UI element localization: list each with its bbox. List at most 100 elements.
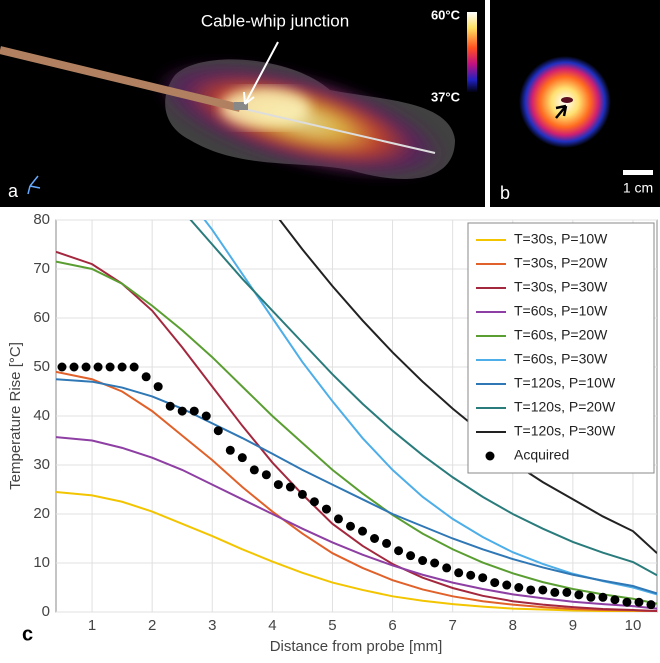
y-tick-label: 10 — [33, 554, 50, 571]
line — [56, 370, 657, 612]
legend-label: T=30s, P=20W — [514, 255, 608, 271]
line — [203, 220, 657, 596]
data-point — [502, 580, 512, 590]
x-tick-label: 8 — [509, 617, 517, 634]
data-point — [538, 585, 548, 595]
data-point — [358, 526, 368, 536]
y-tick-label: 30 — [33, 456, 50, 473]
data-point — [574, 590, 584, 600]
data-point — [321, 504, 331, 514]
x-tick-label: 6 — [388, 617, 396, 634]
colorbar-max: 60°C — [431, 7, 461, 22]
data-point — [586, 592, 596, 602]
colorbar-min: 37°C — [431, 89, 461, 104]
y-tick-label: 50 — [33, 358, 50, 375]
data-point — [370, 534, 380, 543]
line — [56, 250, 657, 612]
panel-a: Cable-whip junction 60°C 37°C a — [0, 0, 485, 207]
panel-label: c — [22, 623, 33, 645]
data-point — [285, 482, 295, 492]
y-tick-label: 40 — [33, 407, 50, 424]
data-point — [478, 573, 488, 583]
y-tick-label: 20 — [33, 505, 50, 522]
data-point — [610, 595, 620, 605]
y-tick-label: 80 — [33, 211, 50, 228]
line — [56, 260, 657, 605]
data-point — [249, 465, 259, 475]
data-point — [622, 597, 632, 607]
data-point — [562, 587, 572, 597]
x-axis-label: Distance from probe [mm] — [270, 638, 443, 655]
legend-label: T=120s, P=30W — [514, 423, 616, 439]
data-point — [466, 570, 476, 580]
panel-label: a — [8, 181, 19, 201]
legend-label: T=120s, P=20W — [514, 399, 616, 415]
data-point — [454, 568, 464, 578]
data-point — [165, 401, 175, 411]
data-point — [430, 558, 440, 568]
x-tick-label: 2 — [148, 617, 156, 634]
data-point — [418, 556, 428, 566]
x-tick-label: 1 — [88, 617, 96, 634]
data-point — [261, 470, 271, 480]
y-tick-label: 70 — [33, 260, 50, 277]
legend-label: T=120s, P=10W — [514, 375, 616, 391]
x-tick-label: 5 — [328, 617, 336, 634]
data-point — [93, 362, 103, 372]
data-point — [526, 585, 536, 595]
panel-b: 1 cm b — [490, 0, 660, 207]
data-point — [490, 578, 500, 588]
panel-label: b — [500, 183, 510, 203]
y-axis-label: Temperature Rise [°C] — [7, 342, 24, 490]
data-point — [514, 583, 524, 592]
data-point — [141, 372, 151, 382]
scale-bar-label: 1 cm — [623, 180, 653, 196]
data-point — [345, 521, 355, 531]
data-point — [117, 362, 127, 372]
data-point — [237, 453, 247, 463]
data-point — [129, 362, 139, 372]
legend-label: T=30s, P=10W — [514, 231, 608, 247]
data-point — [105, 362, 115, 372]
data-point — [189, 406, 199, 416]
legend-label: Acquired — [514, 447, 569, 463]
legend-label: T=60s, P=10W — [514, 303, 608, 319]
x-tick-label: 3 — [208, 617, 216, 634]
data-point — [81, 362, 91, 372]
line — [56, 490, 657, 612]
data-point — [225, 445, 235, 455]
y-tick-label: 0 — [42, 603, 50, 620]
data-point — [153, 382, 163, 392]
legend-label: T=60s, P=30W — [514, 351, 608, 367]
data-point — [177, 406, 187, 416]
line — [278, 220, 657, 554]
line — [56, 436, 657, 610]
x-tick-label: 7 — [448, 617, 456, 634]
x-tick-label: 4 — [268, 617, 276, 634]
data-point — [382, 538, 392, 548]
data-point — [201, 411, 211, 421]
data-point — [442, 563, 452, 573]
y-tick-label: 60 — [33, 309, 50, 326]
x-tick-label: 10 — [625, 617, 642, 634]
data-point — [646, 600, 656, 610]
data-point — [309, 497, 319, 507]
data-point — [598, 592, 608, 602]
legend-marker — [485, 451, 495, 461]
data-point — [550, 587, 560, 597]
line — [56, 378, 657, 595]
data-point — [273, 480, 283, 490]
x-tick-label: 9 — [569, 617, 577, 634]
data-point — [406, 551, 416, 561]
data-point — [394, 546, 404, 556]
data-point — [57, 362, 67, 372]
data-point — [213, 426, 223, 436]
annotation: Cable-whip junction — [201, 11, 349, 30]
data-point — [634, 597, 644, 607]
legend-label: T=60s, P=20W — [514, 327, 608, 343]
line — [189, 220, 657, 577]
data-point — [69, 362, 79, 372]
data-point — [333, 514, 343, 524]
legend-label: T=30s, P=30W — [514, 279, 608, 295]
